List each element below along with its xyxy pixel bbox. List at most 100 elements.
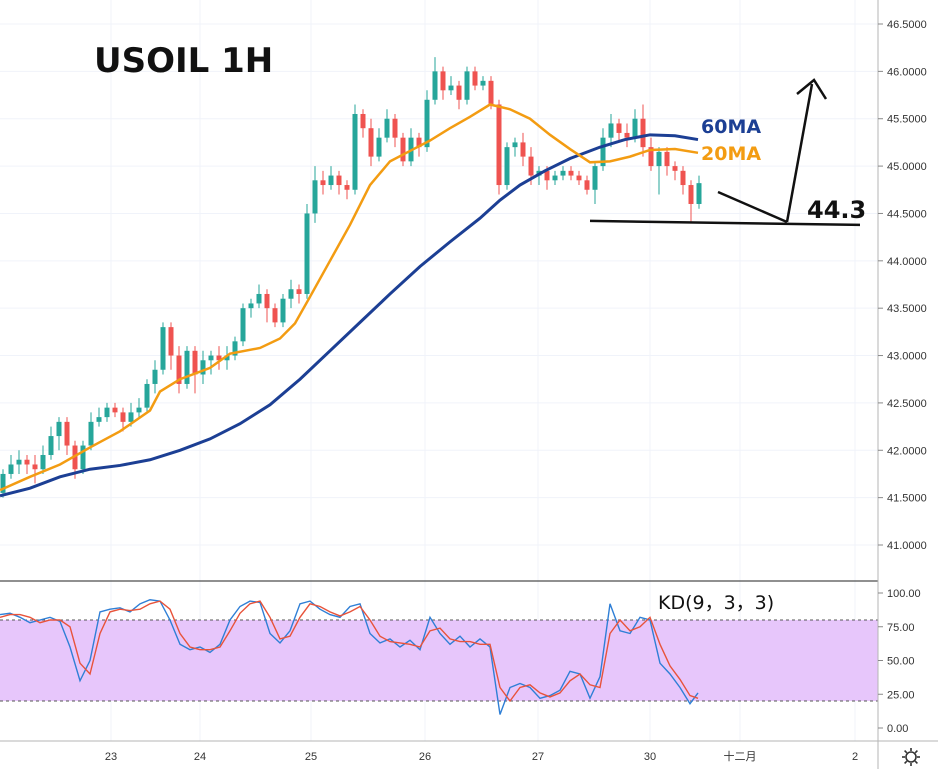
price-tick-label: 44.0000 (887, 256, 927, 268)
support-price-label: 44.3 (807, 196, 866, 224)
candle-body (432, 71, 438, 100)
candle-body (488, 80, 494, 105)
candle-body (648, 147, 654, 167)
price-axis-ticks: 46.5000 46.0000 45.5000 45.0000 44.5000 44.00… (878, 19, 927, 552)
candle-body (688, 185, 694, 204)
candle-body (456, 85, 462, 100)
candle-body (584, 180, 590, 190)
candle-body (624, 132, 630, 138)
candle-body (656, 151, 662, 167)
candle-body (376, 137, 382, 157)
kd-axis-ticks: 100.00 75.00 50.00 25.00 0.00 (878, 588, 921, 735)
candle-body (248, 303, 254, 309)
price-tick-label: 45.0000 (887, 161, 927, 173)
candle-body (24, 459, 30, 465)
support-line (589, 219, 861, 227)
ma60-label: 60MA (701, 116, 761, 138)
candle-body (56, 421, 62, 437)
price-tick-label: 42.5000 (887, 398, 927, 410)
candle-body (424, 99, 430, 148)
candle-body (384, 118, 390, 138)
candle-body (208, 355, 214, 361)
drawn-up-arrow-line (785, 83, 814, 223)
candle-body (184, 350, 190, 384)
candle-body (40, 455, 46, 470)
candle-body (256, 293, 262, 304)
candle-body (528, 156, 534, 176)
candle-body (552, 175, 558, 181)
time-axis-ticks: 23 24 25 26 27 30 十二月 2 (105, 749, 858, 763)
time-tick-label: 30 (644, 751, 656, 763)
candle-body (472, 71, 478, 86)
candle-body (152, 369, 158, 384)
candle-body (144, 383, 150, 408)
chart-title: USOIL 1H (94, 41, 273, 81)
ma60-series-line (0, 133, 699, 498)
candle-body (80, 445, 86, 470)
candle-body (512, 142, 518, 148)
candlesticks (0, 57, 702, 498)
candle-body (360, 113, 366, 129)
ma20-label: 20MA (701, 143, 761, 165)
kd-d-series-line (0, 600, 699, 703)
kd-overbought-oversold-band (0, 620, 878, 701)
candle-body (280, 298, 286, 323)
candle-body (192, 350, 198, 375)
candle-body (240, 308, 246, 342)
candle-body (672, 166, 678, 171)
price-tick-label: 41.5000 (887, 493, 927, 505)
time-tick-label: 2 (852, 751, 858, 763)
candle-body (312, 180, 318, 214)
candle-body (304, 213, 310, 294)
candle-body (616, 123, 622, 133)
candle-body (368, 128, 374, 157)
candle-body (336, 175, 342, 186)
candle-body (88, 421, 94, 446)
candle-body (496, 104, 502, 186)
drawn-arrow-head (796, 78, 828, 100)
kd-tick-label: 100.00 (887, 588, 921, 600)
kd-indicator-label: KD(9，3，3) (658, 592, 774, 614)
candle-body (288, 289, 294, 299)
kd-tick-label: 0.00 (887, 723, 908, 735)
price-tick-label: 42.0000 (887, 445, 927, 457)
candle-body (160, 327, 166, 370)
price-tick-label: 46.0000 (887, 66, 927, 78)
candle-body (320, 180, 326, 186)
kd-tick-label: 50.00 (887, 656, 915, 668)
candle-body (168, 327, 174, 356)
price-tick-label: 43.0000 (887, 351, 927, 363)
candle-body (112, 407, 118, 413)
time-tick-label: 27 (532, 751, 544, 763)
candle-body (560, 170, 566, 176)
candle-body (120, 412, 126, 422)
candle-body (576, 175, 582, 181)
candle-body (224, 355, 230, 361)
price-tick-label: 44.5000 (887, 208, 927, 220)
candle-body (696, 183, 702, 204)
candle-body (128, 412, 134, 422)
candle-body (96, 417, 102, 422)
price-tick-label: 41.0000 (887, 540, 927, 552)
candle-body (176, 355, 182, 384)
candle-body (680, 170, 686, 186)
candle-body (504, 147, 510, 186)
time-tick-label: 23 (105, 751, 117, 763)
candle-body (200, 360, 206, 375)
candle-body (104, 407, 110, 418)
kd-tick-label: 75.00 (887, 622, 915, 634)
candle-body (608, 123, 614, 138)
candle-body (440, 71, 446, 91)
time-tick-label: 十二月 (724, 749, 757, 763)
candle-body (632, 118, 638, 138)
price-tick-label: 46.5000 (887, 19, 927, 31)
candle-body (344, 185, 350, 190)
candle-body (568, 170, 574, 176)
candle-body (216, 355, 222, 361)
candle-body (232, 341, 238, 356)
gear-icon[interactable] (902, 748, 920, 766)
drawn-down-arrow-line (717, 190, 788, 224)
candle-body (480, 80, 486, 86)
candle-body (64, 421, 70, 446)
